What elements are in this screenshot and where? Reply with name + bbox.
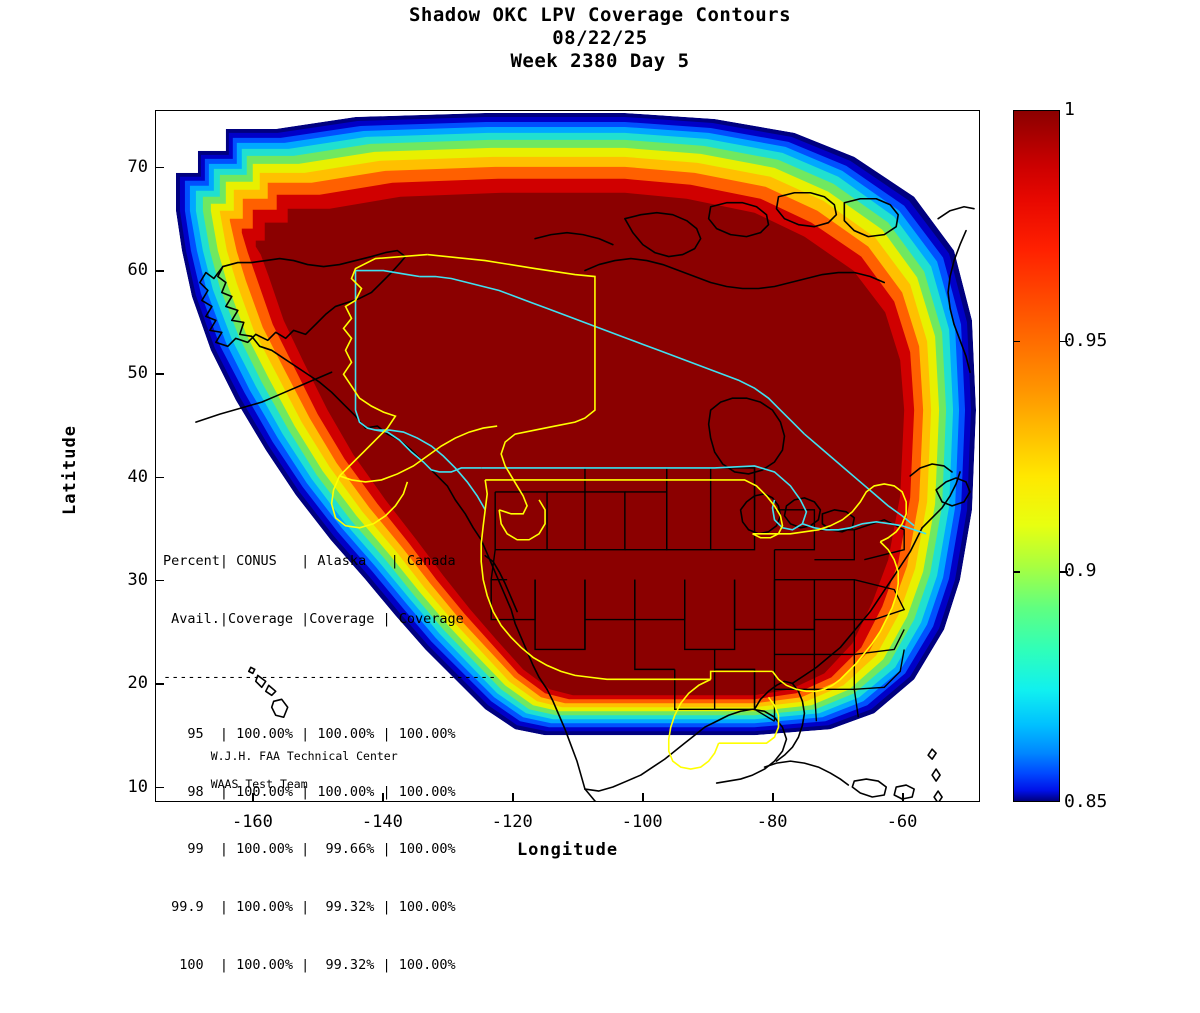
y-tick-label: 60 [127, 260, 148, 281]
y-tick-mark [155, 270, 164, 272]
y-axis-label: Latitude [60, 425, 80, 515]
y-tick-mark [155, 579, 164, 582]
y-tick-label: 30 [127, 569, 148, 590]
y-tick-label: 40 [127, 466, 148, 487]
colorbar-tick-label: 0.9 [1064, 560, 1097, 582]
stats-header-row-1: Percent| CONUS | Alaska | Canada [163, 553, 456, 570]
attribution-text: W.J.H. FAA Technical Center WAAS Test Te… [183, 735, 398, 805]
y-tick-label: 10 [127, 776, 148, 797]
x-tick-label: -160 [231, 812, 273, 832]
title-line-3: Week 2380 Day 5 [510, 50, 690, 72]
figure-root: Shadow OKC LPV Coverage Contours 08/22/2… [0, 4, 1200, 973]
service-volume-boundaries [330, 253, 907, 770]
x-tick-mark [902, 793, 904, 802]
colorbar-tick-label: 0.85 [1064, 791, 1108, 812]
y-tick-mark [155, 166, 164, 169]
stats-row-100: 100 | 100.00% | 99.32% | 100.00% [163, 956, 456, 973]
colorbar-tick-mark [1013, 340, 1020, 343]
y-axis-ticks: 10 20 30 40 50 60 70 [96, 110, 148, 802]
y-tick-mark [155, 373, 164, 375]
stats-header-rule: ----------------------------------------… [163, 668, 497, 685]
x-tick-label: -140 [361, 812, 403, 832]
stats-row-95: 95 | 100.00% | 100.00% | 100.00% [163, 726, 456, 743]
stats-row-99-9: 99.9 | 100.00% | 99.32% | 100.00% [163, 899, 456, 916]
x-tick-mark [252, 793, 254, 802]
coverage-band-100 [255, 192, 905, 696]
colorbar [1013, 110, 1060, 802]
title-line-2: 08/22/25 [552, 27, 648, 49]
y-tick-label: 20 [127, 673, 148, 694]
us-state-boundaries [490, 467, 906, 722]
colorbar-tick-label: 1 [1064, 99, 1075, 120]
stats-header-row-2: Avail.|Coverage |Coverage | Coverage [163, 611, 464, 628]
figure-title: Shadow OKC LPV Coverage Contours 08/22/2… [0, 4, 1200, 73]
colorbar-tick-mark [1013, 571, 1020, 573]
coverage-stats-table: Percent| CONUS | Alaska | Canada Avail.|… [163, 514, 496, 1013]
x-axis-label: Longitude [516, 840, 619, 860]
colorbar-tick-label: 0.95 [1064, 329, 1108, 351]
y-tick-mark [155, 476, 164, 479]
colorbar-tick-labels: 1 0.95 0.9 0.85 [1064, 101, 1184, 811]
y-tick-label: 70 [127, 156, 148, 177]
attribution-line-2: WAAS Test Team [210, 777, 308, 791]
title-line-1: Shadow OKC LPV Coverage Contours [408, 4, 792, 26]
y-tick-mark [155, 683, 164, 685]
us-canada-border [354, 269, 927, 535]
x-axis-ticks: -160 -140 -120 -100 -80 -60 [155, 812, 980, 838]
coastlines [195, 191, 975, 801]
colorbar-tick-mark [1060, 340, 1068, 343]
stats-row-99: 99 | 100.00% | 99.66% | 100.00% [163, 841, 456, 858]
x-tick-label: -60 [886, 812, 918, 832]
colorbar-gradient [1014, 111, 1059, 801]
x-tick-mark [642, 793, 644, 802]
coverage-map-svg [156, 111, 979, 801]
y-tick-mark [155, 786, 164, 788]
attribution-line-1: W.J.H. FAA Technical Center [210, 749, 398, 763]
x-tick-mark [772, 793, 774, 802]
y-tick-label: 50 [127, 363, 148, 384]
map-plot-area [155, 110, 980, 802]
stats-row-98: 98 | 100.00% | 100.00% | 100.00% [163, 783, 456, 800]
colorbar-tick-mark [1060, 571, 1068, 573]
x-tick-mark [382, 793, 384, 802]
x-tick-mark [512, 793, 514, 802]
x-tick-label: -80 [756, 812, 788, 832]
x-tick-label: -100 [621, 812, 663, 832]
x-tick-label: -120 [491, 812, 533, 832]
